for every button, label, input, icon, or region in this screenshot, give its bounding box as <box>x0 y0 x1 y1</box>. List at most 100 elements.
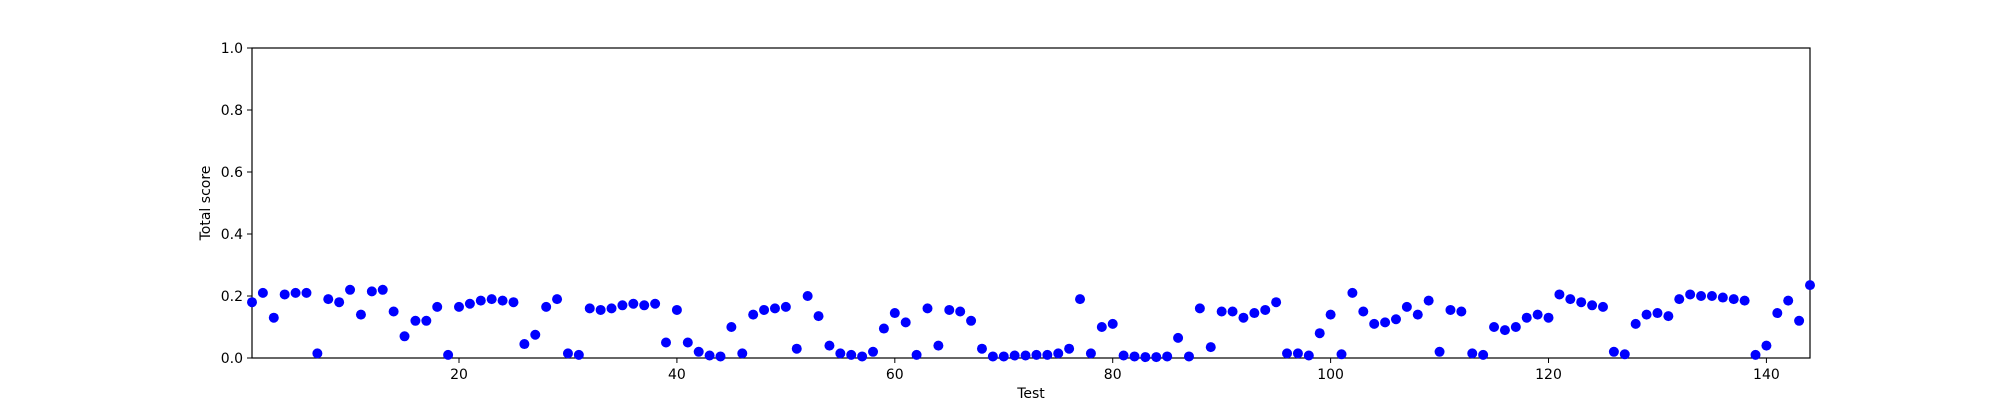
data-point <box>1238 312 1249 323</box>
data-point <box>247 297 257 308</box>
data-point <box>791 343 802 354</box>
data-point <box>661 337 672 348</box>
x-tick-label: 40 <box>668 367 686 383</box>
data-point <box>1227 306 1238 317</box>
data-point <box>835 348 846 359</box>
data-point <box>1794 315 1805 326</box>
data-point <box>552 294 563 305</box>
data-point <box>1271 297 1282 308</box>
data-point <box>312 348 323 359</box>
data-point <box>1031 349 1042 360</box>
data-point <box>1075 294 1086 305</box>
y-tick-label: 0.4 <box>221 227 243 243</box>
data-point <box>628 298 639 309</box>
data-point <box>519 339 530 350</box>
data-point <box>1085 348 1096 359</box>
data-point <box>1619 349 1630 360</box>
data-point <box>824 340 835 351</box>
data-point <box>1303 350 1314 361</box>
data-point <box>1478 349 1489 360</box>
data-point <box>475 295 486 306</box>
data-point <box>573 349 584 360</box>
data-point <box>922 303 933 314</box>
data-point <box>671 304 682 315</box>
data-point <box>1216 306 1227 317</box>
y-axis-label: Total score <box>198 166 214 242</box>
data-point <box>1750 349 1761 360</box>
data-point <box>388 306 399 317</box>
data-point <box>1783 295 1794 306</box>
x-tick-label: 100 <box>1317 367 1344 383</box>
data-point <box>1249 308 1260 319</box>
data-point <box>1380 317 1391 328</box>
data-point <box>497 295 508 306</box>
data-point <box>1772 308 1783 319</box>
data-point <box>410 315 421 326</box>
data-point <box>1096 322 1107 332</box>
data-point <box>334 297 345 308</box>
data-point <box>1260 304 1271 315</box>
data-point <box>1521 312 1532 323</box>
data-point <box>606 303 617 314</box>
data-point <box>1129 351 1140 362</box>
data-point <box>976 343 987 354</box>
data-points <box>247 280 1815 363</box>
data-point <box>464 298 475 309</box>
data-point <box>279 289 290 300</box>
data-point <box>693 346 704 357</box>
data-point <box>421 315 432 326</box>
data-point <box>944 304 955 315</box>
data-point <box>1009 350 1020 361</box>
data-point <box>1423 295 1434 306</box>
data-point <box>889 308 900 319</box>
data-point <box>1020 350 1031 361</box>
data-point <box>1674 294 1685 305</box>
data-point <box>486 294 497 305</box>
data-point <box>1532 309 1543 320</box>
y-tick-label: 0.6 <box>221 165 243 181</box>
data-point <box>769 303 780 314</box>
x-tick-label: 120 <box>1535 367 1562 383</box>
data-point <box>911 349 922 360</box>
x-tick-label: 60 <box>886 367 904 383</box>
data-point <box>1162 351 1173 362</box>
data-point <box>1325 309 1336 320</box>
data-point <box>1641 309 1652 320</box>
data-point <box>878 323 889 334</box>
data-point <box>802 291 813 301</box>
data-point <box>955 306 966 317</box>
data-point <box>1151 352 1162 363</box>
data-point <box>704 350 715 361</box>
data-point <box>759 304 770 315</box>
plot-area-frame <box>251 47 1811 359</box>
data-point <box>1510 322 1521 332</box>
data-point <box>1107 318 1118 329</box>
data-point <box>726 322 737 332</box>
data-point <box>399 331 410 342</box>
data-point <box>1456 306 1467 317</box>
data-point <box>366 286 377 297</box>
x-tick-label: 20 <box>450 367 468 383</box>
data-point <box>1434 346 1445 357</box>
data-point <box>1597 301 1608 312</box>
data-point <box>1696 291 1707 301</box>
data-point <box>737 348 748 359</box>
data-point <box>1499 325 1510 336</box>
data-point <box>454 301 465 312</box>
data-point <box>1685 289 1696 300</box>
data-point <box>443 349 454 360</box>
data-point <box>345 284 356 295</box>
data-point <box>617 300 628 311</box>
data-point <box>1390 314 1401 325</box>
data-point <box>1630 318 1641 329</box>
data-point <box>1663 311 1674 322</box>
data-point <box>301 287 312 298</box>
data-point <box>1761 340 1772 351</box>
y-axis-ticks: 0.0 0.2 0.4 0.6 0.8 1.0 <box>221 41 252 367</box>
data-point <box>355 309 366 320</box>
data-point <box>257 287 268 298</box>
data-point <box>290 287 301 298</box>
y-tick-label: 1.0 <box>221 41 243 57</box>
data-point <box>541 301 552 312</box>
